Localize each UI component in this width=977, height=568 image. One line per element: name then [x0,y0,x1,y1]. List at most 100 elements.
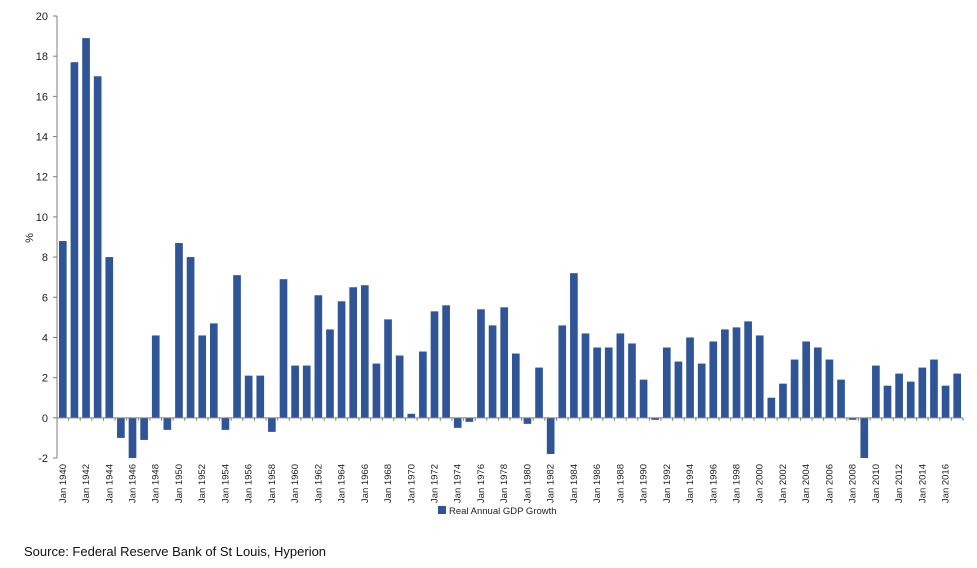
y-tick-label: 0 [42,413,48,425]
x-tick-label: Jan 2014 [917,464,928,503]
bar-1941 [70,62,79,418]
x-tick-label: Jan 1982 [546,464,557,503]
x-tick-label: Jan 1954 [220,464,231,503]
bar-1968 [384,319,392,418]
bar-1965 [349,287,358,418]
x-tick-label: Jan 1996 [708,464,719,503]
bar-1989 [628,343,636,418]
y-tick-label: 18 [36,51,48,63]
bar-2006 [825,359,834,418]
bar-1973 [442,305,450,418]
x-tick-label: Jan 1940 [58,464,69,503]
x-tick-label: Jan 2006 [824,464,835,503]
y-tick-label: 2 [42,373,48,385]
x-tick-label: Jan 1960 [290,464,301,503]
bar-1974 [453,417,462,428]
y-tick-label: 4 [42,332,48,344]
x-tick-label: Jan 1986 [592,464,603,503]
bar-2017 [953,373,962,418]
bar-1967 [372,363,381,418]
bar-1995 [697,363,706,418]
x-tick-label: Jan 1988 [615,464,626,503]
bar-1966 [360,285,369,418]
bar-1955 [233,275,241,418]
bar-2013 [906,381,915,418]
bar-1956 [244,375,253,418]
bar-1969 [395,355,404,418]
bar-2004 [802,341,811,418]
x-tick-label: Jan 2002 [778,464,789,503]
x-tick-label: Jan 1962 [313,464,324,503]
x-tick-label: Jan 1968 [383,464,394,503]
bar-1948 [151,335,160,418]
bar-1958 [268,417,276,432]
x-tick-label: Jan 1952 [197,464,208,503]
y-tick-label: 10 [36,212,48,224]
bar-1984 [570,273,578,418]
y-axis: -2 0 2 4 6 8 10 12 14 16 18 20 [36,11,58,465]
x-tick-label: Jan 1970 [406,464,417,503]
x-tick-label: Jan 1966 [360,464,371,503]
y-tick-label: 20 [36,11,48,23]
bar-2007 [837,379,845,418]
bar-1951 [186,257,195,418]
y-tick-label: 8 [42,252,48,264]
x-tick-label: Jan 1944 [104,464,115,503]
bar-1962 [314,295,323,418]
bar-1963 [326,329,334,418]
bar-1959 [279,279,288,418]
x-tick-label: Jan 1972 [430,464,441,503]
bar-1953 [209,323,218,418]
x-tick-label: Jan 1978 [499,464,510,503]
bar-1952 [198,335,207,418]
x-tick-label: Jan 2010 [871,464,882,503]
x-tick-label: Jan 1948 [151,464,162,503]
bar-2012 [895,373,903,418]
x-tick-label: Jan 1956 [244,464,255,503]
bar-2015 [930,359,938,418]
bar-1950 [175,243,183,418]
bar-2016 [941,385,950,418]
bar-2010 [872,365,880,418]
bar-2008 [848,417,857,420]
bar-1971 [419,351,427,418]
bar-1949 [163,417,172,430]
x-tick-label: Jan 2000 [755,464,766,503]
x-tick-label: Jan 1998 [732,464,743,503]
y-tick-label: 6 [42,292,48,304]
x-tick-label: Jan 2008 [848,464,859,503]
x-tick-label: Jan 1992 [662,464,673,503]
x-tick-label: Jan 1946 [128,464,139,503]
bar-2000 [755,335,764,418]
legend-swatch [438,506,446,514]
bar-1982 [546,417,555,454]
source-note: Source: Federal Reserve Bank of St Louis… [24,544,327,559]
bar-1987 [604,347,613,418]
x-tick-label: Jan 2004 [801,464,812,503]
bar-1981 [535,367,543,418]
x-tick-label: Jan 1984 [569,464,580,503]
bar-1979 [511,353,520,418]
y-tick-label: 16 [36,91,48,103]
x-tick-label: Jan 2016 [941,464,952,503]
bar-1972 [430,311,439,418]
bar-1977 [488,325,497,418]
bar-1985 [581,333,590,418]
bar-1943 [93,76,102,418]
bar-1961 [302,365,311,418]
bar-1993 [674,361,683,418]
x-tick-label: Jan 1990 [639,464,650,503]
bar-1960 [291,365,299,418]
bar-1986 [593,347,601,418]
bar-2009 [860,417,869,458]
legend: Real Annual GDP Growth [438,506,557,517]
bar-1980 [523,417,532,424]
bar-1946 [128,417,137,458]
x-axis: Jan 1940 Jan 1942 Jan 1944 Jan 1946 Jan 1948… [58,464,952,503]
bar-2002 [779,383,787,418]
bar-1942 [82,38,90,418]
bar-2011 [883,385,892,418]
bar-2001 [767,397,776,418]
y-tick-label: -2 [38,453,48,465]
